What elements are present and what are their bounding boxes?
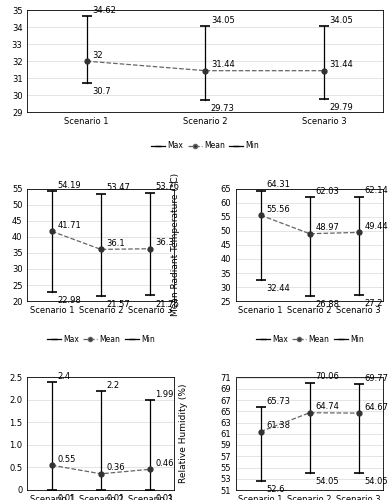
Text: 65.73: 65.73	[266, 397, 290, 406]
Text: 29.79: 29.79	[330, 103, 353, 112]
Text: 61.38: 61.38	[266, 421, 290, 430]
Text: 36.1: 36.1	[106, 239, 125, 248]
Text: 36.3: 36.3	[156, 238, 174, 248]
Text: 64.31: 64.31	[266, 180, 290, 189]
Legend: Max, Mean, Min: Max, Mean, Min	[44, 332, 158, 347]
Text: 62.03: 62.03	[315, 186, 339, 196]
Text: 55.56: 55.56	[266, 205, 290, 214]
Text: 64.67: 64.67	[364, 402, 388, 411]
Text: 27.2: 27.2	[364, 299, 383, 308]
Text: 21.57: 21.57	[106, 300, 130, 310]
Text: 0.01: 0.01	[57, 494, 76, 500]
Text: 22.98: 22.98	[57, 296, 81, 304]
Text: 54.05: 54.05	[315, 477, 339, 486]
Text: 34.05: 34.05	[211, 16, 235, 25]
Text: 32.44: 32.44	[266, 284, 290, 294]
Text: 69.77: 69.77	[364, 374, 388, 383]
Text: 0.01: 0.01	[106, 494, 125, 500]
Text: 26.88: 26.88	[315, 300, 339, 309]
Text: 62.14: 62.14	[364, 186, 388, 196]
Text: 70.06: 70.06	[315, 372, 339, 382]
Y-axis label: Relative Humidity (%): Relative Humidity (%)	[179, 384, 188, 484]
Text: 2.2: 2.2	[106, 380, 120, 390]
Legend: Max, Mean, Min: Max, Mean, Min	[148, 138, 262, 154]
Text: 41.71: 41.71	[57, 221, 81, 230]
Text: 0.55: 0.55	[57, 455, 76, 464]
Text: 1.99: 1.99	[156, 390, 174, 399]
Y-axis label: Mean Radiant Temperature (°C): Mean Radiant Temperature (°C)	[171, 174, 180, 316]
Text: 29.73: 29.73	[211, 104, 235, 113]
Text: 21.76: 21.76	[156, 300, 179, 308]
Text: 0.36: 0.36	[106, 464, 125, 472]
Text: 31.44: 31.44	[330, 60, 353, 70]
Text: 0.01: 0.01	[156, 494, 174, 500]
Legend: Max, Mean, Min: Max, Mean, Min	[253, 332, 367, 347]
Text: 53.47: 53.47	[106, 183, 130, 192]
Text: 49.44: 49.44	[364, 222, 388, 231]
Text: 31.44: 31.44	[211, 60, 235, 70]
Text: 34.62: 34.62	[92, 6, 116, 15]
Text: 52.6: 52.6	[266, 485, 285, 494]
Text: 0.46: 0.46	[156, 459, 174, 468]
Text: 34.05: 34.05	[330, 16, 353, 25]
Text: 54.05: 54.05	[364, 477, 388, 486]
Text: 32: 32	[92, 50, 103, 59]
Text: 30.7: 30.7	[92, 88, 111, 96]
Text: 53.76: 53.76	[156, 182, 179, 191]
Text: 2.4: 2.4	[57, 372, 70, 380]
Text: 54.19: 54.19	[57, 181, 81, 190]
Text: 48.97: 48.97	[315, 224, 339, 232]
Text: 64.74: 64.74	[315, 402, 339, 411]
